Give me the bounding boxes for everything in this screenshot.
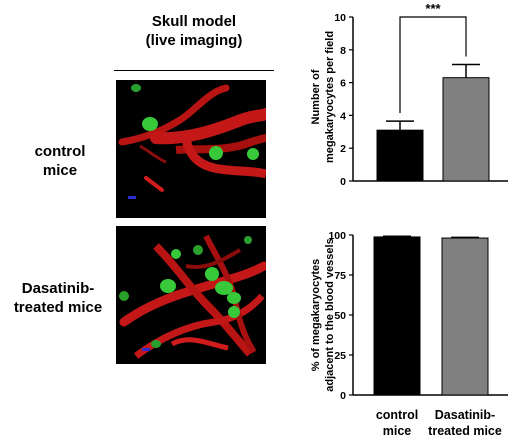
chart-megakaryocytes-per-field: Number of megakaryocytes per field 0 2 4 6 8…	[0, 0, 520, 200]
bar-dasatinib	[441, 237, 489, 396]
row-label-control: control mice	[8, 142, 112, 180]
panel-title: Skull model (live imaging)	[108, 12, 280, 50]
chart-megakaryocytes-per-field-svg: Number of megakaryocytes per field 0 2 4 6 8…	[310, 1, 508, 188]
y-tick-label: 75	[334, 270, 346, 282]
y-tick-label: 50	[334, 310, 346, 322]
y-tick-label: 0	[340, 390, 346, 402]
micrograph-dasatinib-art	[116, 226, 266, 364]
bar-control	[373, 236, 421, 396]
title-underline	[114, 70, 274, 71]
micrograph-dasatinib	[116, 226, 266, 364]
y-tick-label: 6	[340, 78, 346, 90]
y-axis-label-line-2: megakaryocytes per field	[324, 31, 336, 163]
y-tick-label: 4	[340, 110, 346, 122]
row-label-dasatinib-line-2: treated mice	[13, 299, 103, 316]
y-tick-label: 8	[340, 45, 346, 57]
micrograph-control	[116, 80, 266, 218]
y-axis-label-line-1: Number of	[310, 69, 322, 124]
panel-title-line-1: Skull model	[151, 13, 237, 30]
y-axis-label-line-1: % of megakaryocytes	[310, 259, 322, 372]
y-tick-label: 10	[334, 12, 346, 24]
y-tick-label: 2	[340, 143, 346, 155]
chart-percent-adjacent-svg: % of megakaryocytes adjacent to the bloo…	[310, 230, 508, 438]
significance-bracket	[399, 16, 467, 114]
bar-dasatinib	[442, 77, 490, 182]
y-tick-label: 0	[340, 176, 346, 188]
y-axis-label-line-2: adjacent to the blood vessels	[324, 238, 336, 391]
category-label-control-line-1: control	[376, 408, 418, 422]
row-label-dasatinib: Dasatinib- treated mice	[2, 279, 114, 317]
bar-control	[376, 129, 424, 182]
y-tick-label: 25	[334, 350, 346, 362]
row-label-control-line-1: control	[34, 143, 86, 160]
category-label-dasatinib-line-1: Dasatinib-	[435, 408, 495, 422]
category-label-dasatinib-line-2: treated mice	[428, 424, 502, 438]
significance-label: ***	[425, 1, 441, 16]
chart-percent-adjacent: % of megakaryocytes adjacent to the bloo…	[0, 200, 520, 447]
panel-title-line-2: (live imaging)	[145, 32, 243, 49]
row-label-control-line-2: mice	[42, 162, 78, 179]
micrograph-control-art	[116, 80, 266, 218]
category-label-control-line-2: mice	[383, 424, 412, 438]
row-label-dasatinib-line-1: Dasatinib-	[21, 280, 95, 297]
y-tick-label: 100	[328, 230, 346, 242]
